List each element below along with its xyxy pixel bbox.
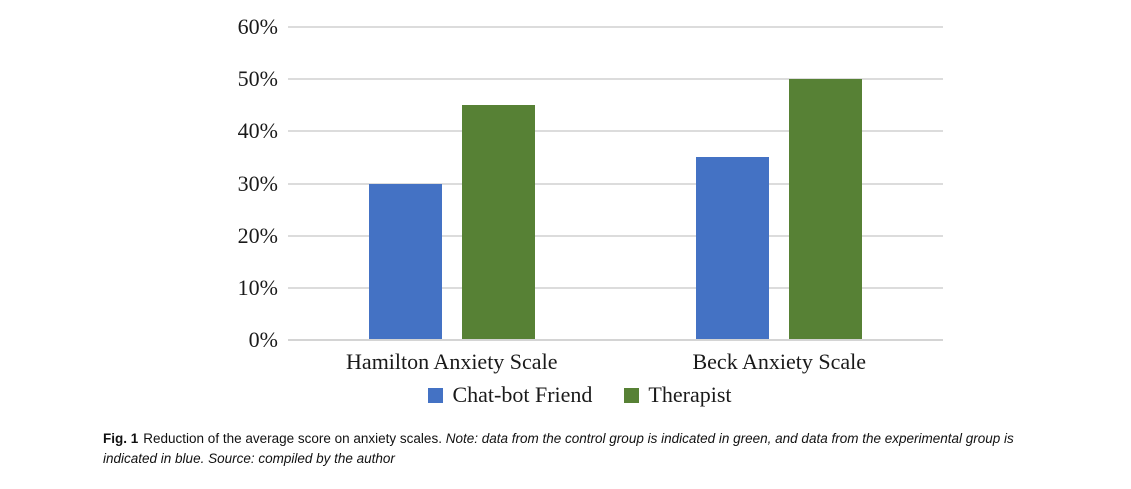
y-axis-tick-label: 30% [237, 170, 278, 196]
legend-label: Chat-bot Friend [452, 382, 593, 407]
bar-therapist-beck-anxiety-scale [789, 79, 863, 340]
gridline [288, 339, 943, 341]
figure-caption-label: Fig. 1 [103, 431, 139, 446]
bar-therapist-hamilton-anxiety-scale [461, 105, 535, 340]
figure-caption-note: Note: data from the control group is ind… [103, 431, 1014, 466]
legend-item-therapist: Therapist [624, 382, 732, 408]
legend-label: Therapist [648, 382, 732, 407]
gridline [288, 234, 943, 237]
bar-chat-bot-friend-beck-anxiety-scale [696, 157, 770, 340]
legend-swatch-icon [428, 387, 444, 403]
legend-item-chat-bot-friend: Chat-bot Friend [428, 382, 592, 408]
y-axis-tick-label: 60% [237, 14, 278, 39]
y-axis-tick-label: 40% [237, 118, 278, 144]
x-axis-category-labels: Hamilton Anxiety Scale Beck Anxiety Scale [288, 349, 943, 377]
bar-chart-plot-area: 0% 10% 20% 30% 40% 50% 60% [238, 14, 943, 352]
gridline [288, 78, 943, 81]
gridline [288, 286, 943, 289]
figure-caption: Fig. 1 Reduction of the average score on … [103, 429, 1053, 468]
y-axis-tick-label: 50% [237, 66, 278, 92]
figure-caption-text: Reduction of the average score on anxiet… [143, 431, 442, 446]
chart-legend: Chat-bot Friend Therapist [210, 382, 950, 408]
x-axis-category-label: Beck Anxiety Scale [692, 349, 867, 374]
y-axis-tick-label: 0% [248, 327, 278, 352]
gridline [288, 182, 943, 185]
x-axis-category-label: Hamilton Anxiety Scale [346, 349, 558, 374]
gridline [288, 26, 943, 28]
y-axis-tick-label: 20% [237, 222, 278, 248]
gridline [288, 130, 943, 133]
bar-chat-bot-friend-hamilton-anxiety-scale [368, 183, 442, 340]
y-axis-tick-label: 10% [237, 274, 278, 300]
legend-swatch-icon [624, 387, 640, 403]
